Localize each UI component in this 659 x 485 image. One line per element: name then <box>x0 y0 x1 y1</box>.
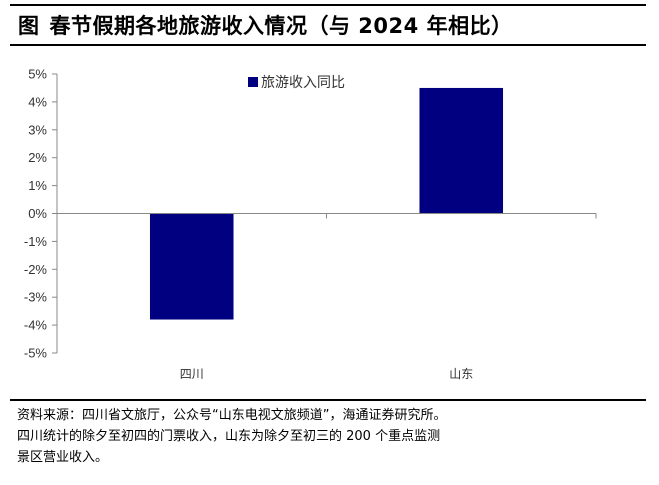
source-rule <box>10 399 646 401</box>
y-tick-label: -4% <box>24 318 48 333</box>
source-line-2: 四川统计的除夕至初四的门票收入，山东为除夕至初三的 200 个重点监测 <box>17 429 441 444</box>
y-tick-label: 1% <box>28 178 47 193</box>
legend-swatch <box>248 77 258 87</box>
y-tick-label: 0% <box>28 206 47 221</box>
y-tick-label: -5% <box>24 346 48 361</box>
y-tick-label: 5% <box>28 67 47 82</box>
source-line-1: 资料来源：四川省文旅厅，公众号“山东电视文旅频道”，海通证券研究所。 <box>17 408 447 423</box>
figure-title-text: 春节假期各地旅游收入情况（与 2024 年相比） <box>49 14 513 38</box>
legend: 旅游收入同比 <box>248 75 345 91</box>
title-rule <box>10 44 646 46</box>
y-tick-label: -2% <box>24 262 48 277</box>
y-tick-label: 3% <box>28 122 47 137</box>
legend-label: 旅游收入同比 <box>261 75 345 91</box>
x-category-label: 山东 <box>449 367 473 381</box>
x-category-label: 四川 <box>180 367 204 381</box>
y-tick-label: 2% <box>28 150 47 165</box>
y-tick-label: -3% <box>24 290 48 305</box>
figure-label: 图 <box>18 14 40 38</box>
bar-山东 <box>419 87 504 214</box>
y-tick-label: -1% <box>24 234 48 249</box>
y-tick-label: 4% <box>28 94 47 109</box>
x-axis: 四川 山东 <box>56 213 597 381</box>
y-axis: 5% 4% 3% 2% 1% 0% -1% -2% -3% -4% -5% <box>24 67 58 361</box>
bar-四川 <box>149 213 234 320</box>
source-note: 资料来源：四川省文旅厅，公众号“山东电视文旅频道”，海通证券研究所。 四川统计的… <box>17 405 643 468</box>
bar-chart: 5% 4% 3% 2% 1% 0% -1% -2% -3% -4% -5% 四川 山东 旅游收入同比 <box>24 67 597 381</box>
source-line-3: 景区营业收入。 <box>17 450 109 465</box>
top-rule <box>10 4 646 6</box>
bars-group <box>149 87 504 320</box>
figure-title: 图春节假期各地旅游收入情况（与 2024 年相比） <box>18 10 513 40</box>
